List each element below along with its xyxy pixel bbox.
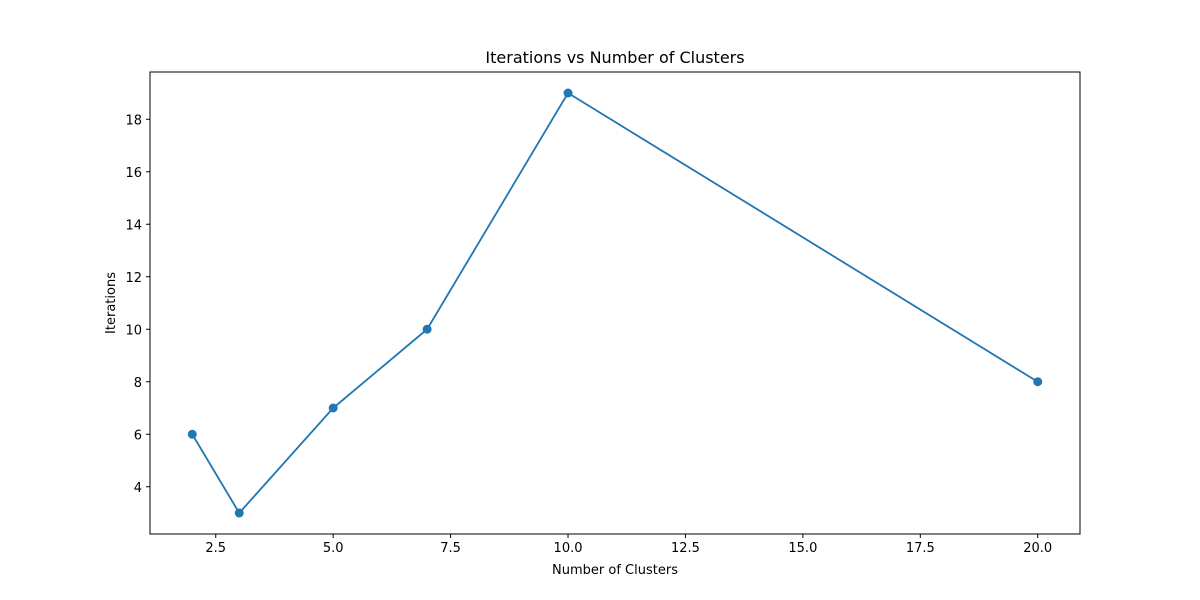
y-axis-label: Iterations bbox=[104, 272, 119, 334]
data-point bbox=[563, 88, 573, 98]
x-tick-label: 15.0 bbox=[788, 541, 817, 556]
plot-area: 2.5 5.0 7.5 10.0 12.5 15.0 17.5 20.0 4 6 8 10 12 14 1… bbox=[125, 71, 1081, 556]
y-tick-label: 6 bbox=[134, 428, 142, 443]
series-layer bbox=[187, 88, 1043, 518]
y-axis-ticks: 4 6 8 10 12 14 16 18 bbox=[125, 113, 150, 496]
y-tick-label: 10 bbox=[125, 323, 142, 338]
x-tick-label: 2.5 bbox=[205, 541, 226, 556]
data-point bbox=[1033, 377, 1043, 387]
series-line bbox=[191, 92, 1039, 514]
data-point bbox=[187, 429, 197, 439]
data-point bbox=[422, 324, 432, 334]
data-point bbox=[234, 508, 244, 518]
y-tick-label: 18 bbox=[125, 113, 142, 128]
x-tick-label: 20.0 bbox=[1023, 541, 1052, 556]
y-tick-label: 12 bbox=[125, 271, 142, 286]
x-axis-ticks: 2.5 5.0 7.5 10.0 12.5 15.0 17.5 20.0 bbox=[205, 534, 1052, 556]
x-tick-label: 7.5 bbox=[440, 541, 461, 556]
axes-frame bbox=[149, 71, 1081, 535]
chart-title: Iterations vs Number of Clusters bbox=[485, 48, 744, 67]
x-tick-label: 12.5 bbox=[671, 541, 700, 556]
data-point bbox=[328, 403, 338, 413]
y-tick-label: 8 bbox=[134, 376, 142, 391]
y-tick-label: 4 bbox=[134, 481, 142, 496]
x-axis-label: Number of Clusters bbox=[552, 563, 678, 578]
x-tick-label: 10.0 bbox=[554, 541, 583, 556]
y-tick-label: 16 bbox=[125, 166, 142, 181]
x-tick-label: 17.5 bbox=[906, 541, 935, 556]
y-tick-label: 14 bbox=[125, 218, 142, 233]
x-tick-label: 5.0 bbox=[323, 541, 344, 556]
